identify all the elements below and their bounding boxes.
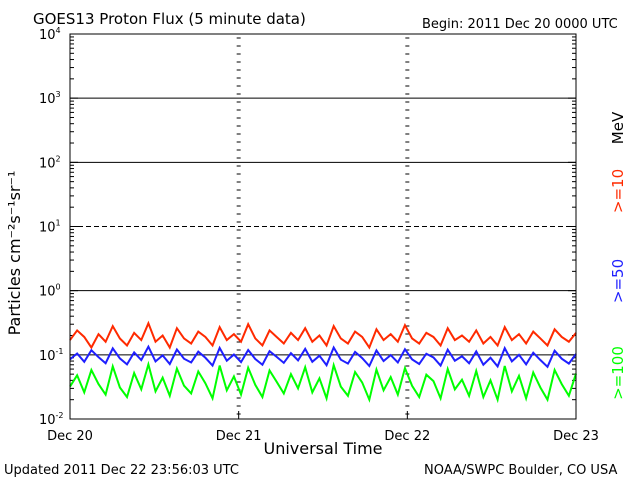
y-axis-label-text: Particles cm⁻²s⁻¹sr⁻¹ bbox=[5, 171, 24, 336]
chart-title: GOES13 Proton Flux (5 minute data) bbox=[33, 10, 306, 28]
y-tick-label: 103 bbox=[39, 90, 61, 107]
x-tick-label: Dec 20 bbox=[47, 429, 93, 444]
series-line-0 bbox=[69, 320, 577, 350]
legend-series-100: >=100 bbox=[609, 346, 627, 400]
series-line-1 bbox=[69, 344, 577, 369]
y-tick-label: 102 bbox=[39, 154, 61, 171]
x-axis-ticks: Dec 20 Dec 21 Dec 22 Dec 23 bbox=[47, 411, 599, 444]
y-tick-label: 100 bbox=[39, 283, 61, 300]
updated-timestamp: Updated 2011 Dec 22 23:56:03 UTC bbox=[4, 463, 239, 478]
legend-series-10: >=10 bbox=[609, 169, 627, 213]
plot-grid bbox=[70, 37, 576, 415]
x-tick-label: Dec 21 bbox=[216, 429, 262, 444]
source-label: NOAA/SWPC Boulder, CO USA bbox=[424, 463, 617, 478]
begin-time-label: Begin: 2011 Dec 20 0000 UTC bbox=[422, 17, 618, 32]
series-line-2 bbox=[69, 360, 577, 404]
y-tick-label: 104 bbox=[39, 26, 61, 43]
plot-frame bbox=[69, 33, 577, 420]
legend: MeV >=10 >=50 >=100 bbox=[609, 111, 627, 400]
legend-unit: MeV bbox=[609, 111, 627, 144]
x-tick-label: Dec 23 bbox=[553, 429, 599, 444]
legend-series-50: >=50 bbox=[609, 259, 627, 303]
y-tick-label: 10-2 bbox=[39, 411, 64, 428]
x-tick-label: Dec 22 bbox=[384, 429, 430, 444]
y-axis-label: Particles cm⁻²s⁻¹sr⁻¹ bbox=[5, 171, 24, 336]
y-tick-label: 10-1 bbox=[39, 347, 64, 364]
x-axis-label: Universal Time bbox=[263, 439, 382, 458]
series-layer bbox=[69, 320, 577, 404]
y-tick-label: 101 bbox=[39, 219, 61, 236]
